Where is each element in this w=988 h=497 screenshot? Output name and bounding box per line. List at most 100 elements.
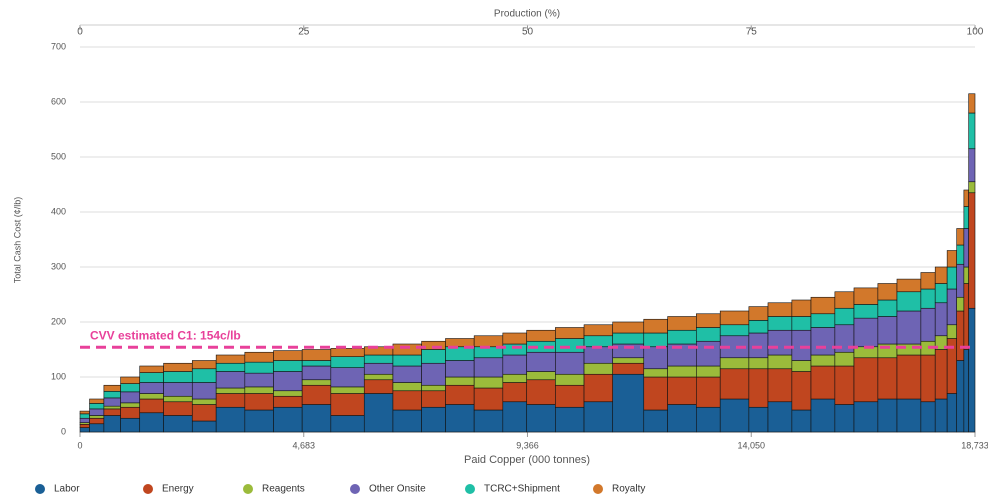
bar-segment (696, 340, 721, 367)
bar-segment (139, 398, 164, 414)
bar-segment (963, 349, 969, 433)
bar-segment (583, 335, 614, 348)
bar-segment (834, 365, 855, 405)
bar-segment (89, 415, 105, 419)
bar-segment (526, 404, 556, 433)
bar-segment (853, 304, 879, 319)
bar-segment (120, 402, 141, 408)
bar-segment (473, 409, 504, 433)
legend-marker (243, 484, 253, 494)
bar-segment (502, 354, 528, 375)
bar-segment (748, 406, 769, 433)
legend-marker (465, 484, 475, 494)
bar-segment (896, 291, 922, 312)
bar-segment (810, 313, 836, 328)
bar-segment (445, 404, 475, 433)
bar-segment (696, 365, 721, 378)
bar-segment (330, 348, 365, 357)
bar-segment (445, 346, 475, 361)
bar-segment (191, 420, 217, 433)
bar-segment (767, 354, 793, 370)
bar-segment (139, 365, 164, 373)
bar-segment (612, 332, 645, 345)
bar-segment (421, 362, 446, 386)
bar-segment (877, 398, 898, 433)
bar-segment (810, 398, 836, 433)
legend-marker (593, 484, 603, 494)
bar-segment (643, 318, 668, 334)
bar-segment (748, 320, 769, 334)
bar-segment (363, 379, 394, 394)
bar-segment (191, 382, 217, 400)
bar-segment (79, 410, 90, 415)
bar-segment (89, 417, 105, 425)
bar-segment (877, 299, 898, 317)
bar-segment (120, 391, 141, 404)
bar-segment (421, 384, 446, 392)
bar-segment (421, 349, 446, 364)
bar-segment (89, 408, 105, 416)
top-tick-label: 50 (522, 27, 534, 38)
bar-segment (273, 350, 303, 361)
bar-segment (696, 406, 721, 433)
bar-segment (103, 408, 121, 416)
bar-segment (719, 368, 750, 400)
bar-segment (719, 310, 750, 326)
bar-segment (445, 376, 475, 386)
bar-segment (392, 354, 422, 367)
bar-segment (445, 338, 475, 348)
bar-segment (244, 361, 274, 374)
bar-segment (526, 329, 556, 342)
bar-segment (244, 393, 274, 411)
bar-segment (643, 346, 668, 370)
bar-segment (963, 206, 969, 229)
bar-segment (301, 404, 332, 433)
bar-segment (896, 278, 922, 293)
reference-label: CVV estimated C1: 154c/lb (90, 328, 241, 342)
bar-segment (583, 362, 614, 375)
bar-segment (473, 335, 504, 348)
bar-segment (273, 390, 303, 397)
bar-segment (445, 360, 475, 378)
bar-segment (301, 384, 332, 405)
bar-segment (719, 357, 750, 370)
x-tick-label: 18,733 (961, 440, 988, 450)
bar-segment (934, 349, 948, 400)
top-tick-label: 25 (298, 27, 310, 38)
bar-segment (215, 362, 246, 372)
bar-segment (748, 306, 769, 321)
bar-segment (612, 357, 645, 364)
bar-segment (810, 296, 836, 315)
bar-segment (968, 181, 976, 194)
bar-segment (920, 401, 936, 433)
bar-segment (473, 357, 504, 378)
x-tick-label: 9,366 (516, 440, 539, 450)
bar-segment (502, 373, 528, 383)
y-tick-label: 300 (51, 261, 66, 271)
bar-segment (120, 417, 141, 433)
bar-segment (810, 365, 836, 400)
bar-segment (612, 362, 645, 375)
bar-segment (956, 263, 965, 298)
bar-segment (748, 368, 769, 408)
bar-segment (103, 415, 121, 433)
bar-segment (946, 288, 958, 326)
bar-segment (244, 372, 274, 388)
bar-segment (163, 371, 193, 383)
bar-segment (934, 302, 948, 337)
bar-segment (956, 228, 965, 246)
bar-segment (555, 327, 585, 339)
bar-segment (583, 324, 614, 337)
bar-segment (643, 368, 668, 378)
legend-label: Royalty (612, 484, 645, 495)
bar-segment (896, 398, 922, 433)
bar-segment (103, 397, 121, 407)
bar-segment (643, 409, 668, 433)
bar-segment (330, 367, 365, 388)
bar-segment (163, 415, 193, 433)
bar-segment (834, 404, 855, 433)
bar-segment (920, 288, 936, 309)
legend-label: TCRC+Shipment (484, 484, 560, 495)
legend-label: Energy (162, 484, 194, 495)
